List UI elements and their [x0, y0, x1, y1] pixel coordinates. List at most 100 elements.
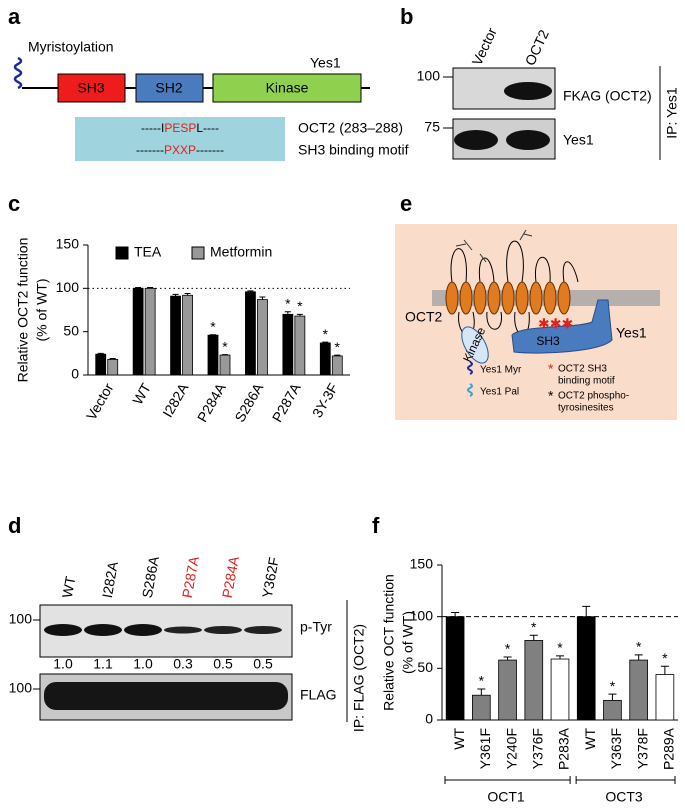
y-axis-label: Relative OCT function — [381, 574, 397, 711]
motif-label: SH3 binding motif — [298, 142, 409, 158]
myr-icon — [467, 361, 473, 375]
lane-label: WT — [59, 575, 79, 600]
motif-part: ------- — [196, 143, 224, 157]
band-label: FKAG (OCT2) — [563, 88, 652, 104]
x-tick-label: P289A — [661, 727, 677, 770]
bar — [294, 315, 306, 376]
significance: * — [335, 339, 341, 355]
bar — [524, 640, 544, 721]
panel-label: a — [8, 4, 21, 29]
sh3-domain — [57, 73, 126, 103]
panel-label: b — [400, 4, 413, 29]
error-bar — [184, 293, 191, 296]
mw-marker: 100 — [9, 611, 33, 627]
significance: * — [610, 678, 616, 694]
mw-marker: 100 — [9, 680, 33, 696]
legend-label: Yes1 Pal — [480, 387, 519, 398]
lane-label: Y362F — [259, 556, 282, 599]
error-bar — [529, 634, 538, 641]
error-bar — [556, 655, 564, 660]
significance: * — [285, 295, 291, 311]
bar — [95, 353, 107, 376]
x-tick-label: P287A — [269, 380, 304, 425]
bar — [655, 674, 675, 721]
bar — [170, 295, 181, 376]
motif: -------PXXP------- — [136, 143, 224, 157]
bar — [331, 355, 343, 376]
ip-label: IP: Yes1 — [664, 87, 680, 139]
quantification: 1.0 — [53, 656, 73, 672]
helix — [557, 281, 571, 315]
lane-label: P287A — [179, 554, 202, 599]
y-tick-label: 100 — [56, 279, 80, 295]
x-tick-label: WT — [129, 380, 154, 407]
domain-label: SH3 — [536, 334, 560, 348]
error-bar — [582, 605, 591, 617]
pal-icon — [467, 383, 473, 397]
motif-stars: ✱✱✱ — [538, 316, 573, 332]
x-tick-label: I282A — [159, 380, 191, 420]
bar — [603, 699, 622, 721]
lane-label: OCT2 — [522, 27, 552, 68]
bar — [319, 342, 331, 376]
bar — [282, 313, 294, 376]
significance: * — [505, 641, 511, 657]
error-bar — [608, 693, 617, 701]
y-axis-label: Relative OCT2 function — [15, 238, 31, 383]
helix — [445, 281, 459, 315]
error-bar — [296, 313, 303, 317]
legend-label: Metformin — [210, 244, 272, 260]
bar — [144, 287, 156, 376]
quantification: 0.5 — [213, 656, 233, 672]
y-axis-label: (% of WT) — [34, 279, 50, 342]
quantification: 0.3 — [173, 656, 193, 672]
error-bar — [634, 654, 643, 661]
protein-label: Yes1 — [310, 55, 341, 71]
significance: * — [323, 326, 329, 342]
panel-label: f — [372, 513, 380, 538]
legend-marker: * — [548, 388, 554, 404]
x-tick-label: Y240F — [503, 728, 519, 769]
bar — [132, 287, 144, 376]
bar — [472, 694, 491, 721]
error-bar — [97, 352, 104, 355]
helix — [501, 281, 515, 315]
motif-part: PXXP — [164, 143, 196, 157]
x-tick-label: WT — [451, 728, 467, 750]
error-bar — [477, 688, 486, 696]
legend-label: OCT2 phospho- — [558, 391, 629, 402]
oct2-helices — [445, 281, 571, 315]
domain-label: SH2 — [155, 80, 182, 96]
band — [164, 626, 202, 634]
band-label: Yes1 — [563, 132, 594, 148]
band — [84, 624, 122, 636]
domain-label: SH3 — [77, 80, 104, 96]
error-bar — [334, 354, 341, 356]
x-tick-label: Y363F — [608, 728, 624, 769]
legend-label: OCT2 SH3 — [558, 364, 607, 375]
band-label: p-Tyr — [300, 619, 332, 635]
myristoyl-chain — [13, 56, 23, 90]
panel-label: c — [8, 191, 20, 216]
legend-label: Yes1 Myr — [480, 365, 522, 376]
helix — [543, 281, 557, 315]
lane-label: I282A — [99, 560, 121, 599]
group-label: OCT1 — [487, 789, 525, 805]
sequence-part: PESP — [164, 121, 196, 135]
bar — [245, 291, 256, 376]
helix — [529, 281, 543, 315]
x-tick-label: Y376F — [529, 728, 545, 769]
significance: * — [531, 619, 537, 635]
helix — [459, 281, 473, 315]
significance: * — [297, 298, 303, 314]
bar — [182, 294, 193, 376]
quantification: 1.1 — [93, 656, 113, 672]
y-tick-label: 0 — [71, 366, 79, 382]
sequence-part: -----I — [141, 121, 164, 135]
panel-label: e — [400, 191, 412, 216]
legend-swatch — [191, 246, 205, 260]
y-tick-label: 0 — [425, 711, 433, 727]
glycans — [455, 229, 533, 263]
